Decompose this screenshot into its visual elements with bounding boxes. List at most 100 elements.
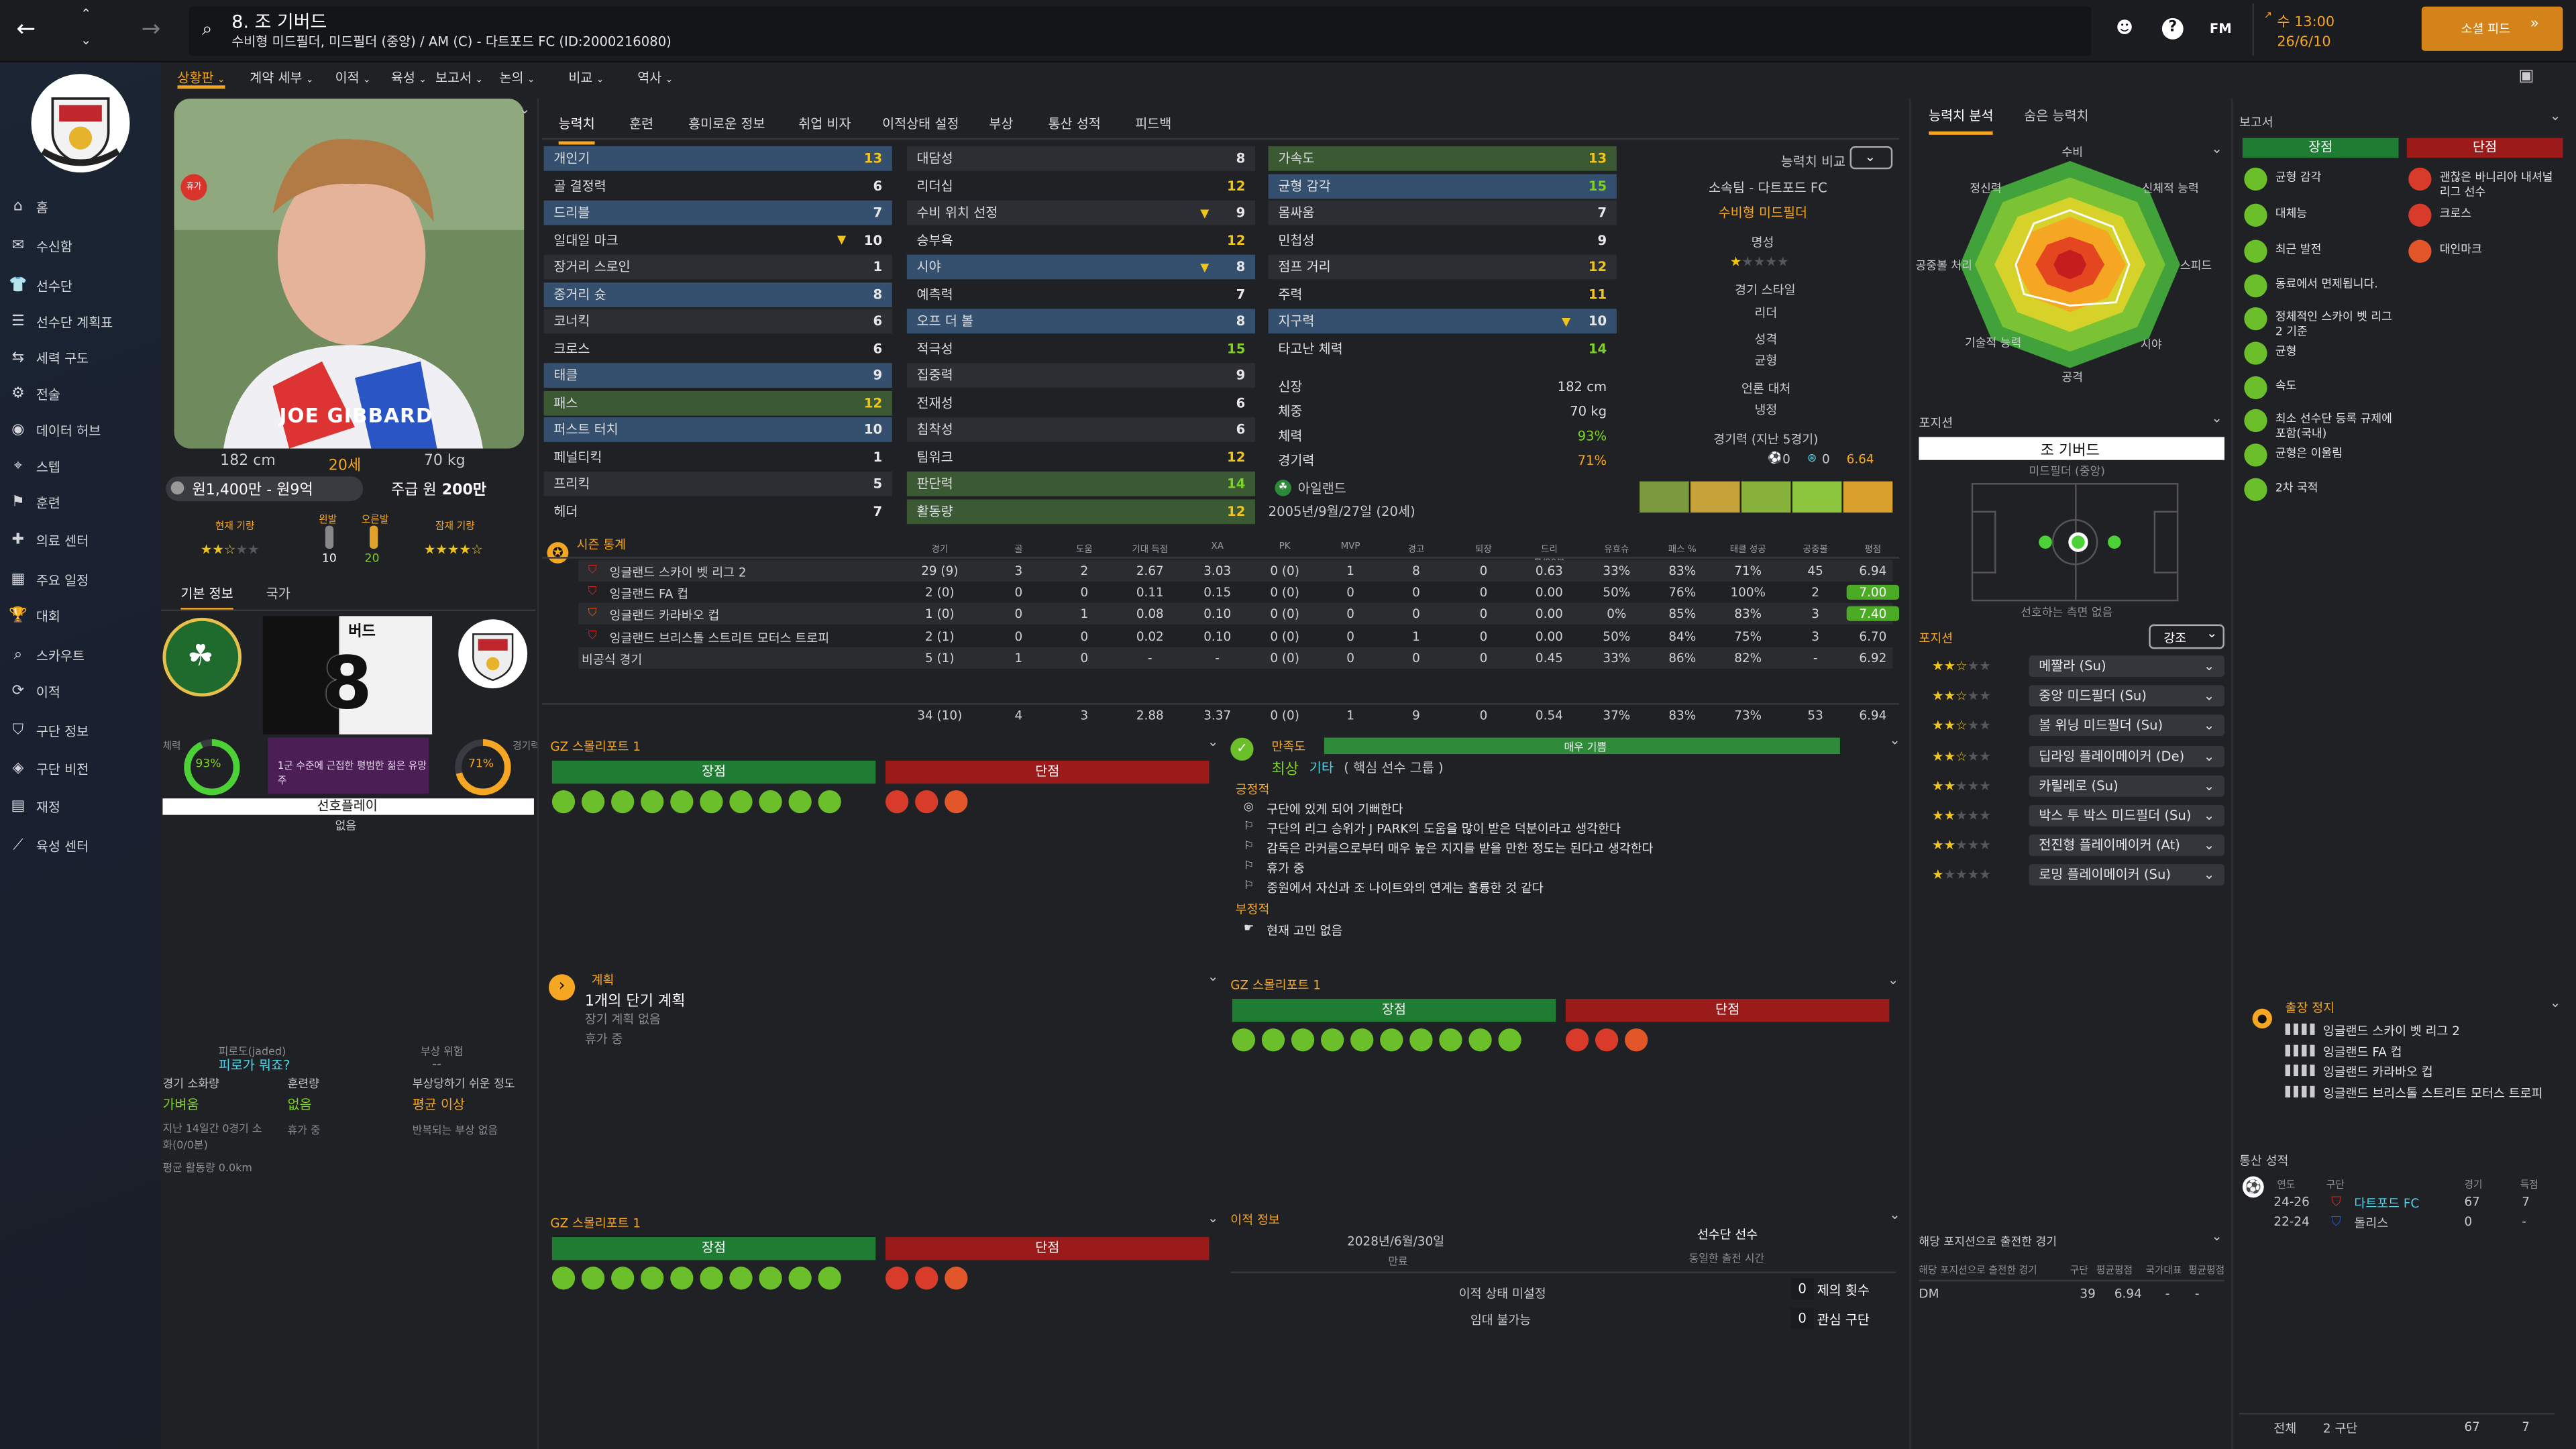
role-dropdown[interactable]: 카릴레로 (Su) ⌄ (2029, 775, 2224, 797)
strength-badge-icon[interactable] (1409, 1028, 1433, 1052)
weakness-badge-icon[interactable] (885, 790, 909, 814)
tab-hidden[interactable]: 숨은 능력치 (2024, 108, 2089, 123)
strength-badge-icon[interactable] (581, 790, 605, 814)
attribute-row[interactable]: 대담성 8 (906, 146, 1256, 171)
strength-badge-icon[interactable] (611, 1267, 635, 1290)
strength-badge-icon[interactable] (700, 1267, 723, 1290)
strength-badge-icon[interactable] (788, 1267, 812, 1290)
down-icon[interactable]: ⌄ (80, 32, 92, 48)
strength-badge-icon[interactable] (1261, 1028, 1285, 1052)
competition-name[interactable]: 잉글랜드 카라바오 컵 (609, 608, 720, 624)
search-icon[interactable]: ⌕ (202, 17, 213, 40)
strength-badge-icon[interactable] (1468, 1028, 1492, 1052)
role-dropdown[interactable]: 중앙 미드필더 (Su) ⌄ (2029, 685, 2224, 707)
weakness-badge-icon[interactable] (1565, 1028, 1589, 1052)
competition-name[interactable]: 잉글랜드 FA 컵 (609, 586, 689, 602)
attribute-row[interactable]: 페널티킥 1 (544, 444, 892, 469)
window-icon[interactable]: ▣ (2518, 67, 2534, 86)
scout-title-2[interactable]: GZ 스몰리포트 1 (1230, 977, 1321, 993)
scout-collapse-icon[interactable]: ⌄ (1208, 1210, 1219, 1226)
strength-badge-icon[interactable] (641, 790, 664, 814)
continue-button[interactable]: 소셜 피드 » (2421, 6, 2563, 51)
stats-header[interactable]: 공중볼 (1803, 545, 1828, 555)
collapse-icon[interactable]: ⌄ (519, 101, 531, 117)
role-dropdown[interactable]: 딥라잉 플레이메이커 (De) ⌄ (2029, 745, 2224, 767)
strength-badge-icon[interactable] (1380, 1028, 1403, 1052)
sidebar-item-17[interactable]: ⟋ 육성 센터 (10, 833, 158, 859)
role-dropdown[interactable]: 볼 위닝 미드필더 (Su) ⌄ (2029, 715, 2224, 737)
strength-badge-icon[interactable] (729, 1267, 753, 1290)
attribute-row[interactable]: 민첩성 9 (1269, 227, 1617, 252)
stats-header[interactable]: 기대 득점 (1132, 545, 1169, 555)
attribute-row[interactable]: 가속도 13 (1268, 146, 1617, 171)
fm-logo[interactable]: FM (2209, 21, 2232, 36)
strength-badge-icon[interactable] (788, 790, 812, 814)
help-icon[interactable]: ? (2161, 17, 2184, 40)
back-icon[interactable]: ← (16, 16, 36, 43)
attribute-row[interactable]: 지구력 ▼ 10 (1268, 309, 1617, 334)
subnav-1[interactable]: 계약 세부 ⌄ (250, 70, 314, 86)
attribute-row[interactable]: 전재성 6 (907, 390, 1255, 415)
form-bar[interactable] (1640, 481, 1689, 513)
attribute-row[interactable]: 승부욕 12 (907, 227, 1255, 252)
weakness-badge-icon[interactable] (945, 1267, 968, 1290)
attribute-row[interactable]: 판단력 14 (906, 471, 1256, 496)
stats-header[interactable]: MVP (1340, 542, 1360, 552)
plans-title[interactable]: 계획 (591, 972, 614, 987)
sidebar-item-1[interactable]: ✉ 수신함 (10, 233, 158, 260)
attribute-row[interactable]: 태클 9 (543, 363, 892, 388)
national-team-crest[interactable]: ☘ (162, 617, 242, 697)
attribute-row[interactable]: 팀워크 12 (907, 444, 1255, 469)
tab-6[interactable]: 통산 성적 (1048, 116, 1101, 131)
attribute-row[interactable]: 수비 위치 선정 ▼ 9 (906, 200, 1256, 225)
competition-name[interactable]: 비공식 경기 (581, 651, 643, 667)
plans-collapse-icon[interactable]: ⌄ (1208, 969, 1219, 984)
strength-badge-icon[interactable] (611, 790, 635, 814)
pos-history-collapse-icon[interactable]: ⌄ (2211, 1228, 2222, 1244)
attribute-row[interactable]: 중거리 슛 8 (543, 282, 892, 307)
stats-header[interactable]: 골 (1014, 545, 1023, 555)
weakness-badge-icon[interactable] (885, 1267, 909, 1290)
stats-header[interactable]: XA (1211, 542, 1224, 552)
form-bar[interactable] (1792, 481, 1842, 513)
stats-header[interactable]: 퇴장 (1475, 545, 1492, 555)
role-dropdown[interactable]: 로밍 플레이메이커 (Su) ⌄ (2029, 865, 2224, 886)
sidebar-item-7[interactable]: ⌖ 스텝 (10, 453, 158, 480)
weakness-badge-icon[interactable] (1625, 1028, 1648, 1052)
sidebar-item-15[interactable]: ◈ 구단 비전 (10, 756, 158, 782)
form-bar[interactable] (1690, 481, 1740, 513)
role-dropdown[interactable]: 전진형 플레이메이커 (At) ⌄ (2029, 835, 2224, 857)
stats-header[interactable]: 경기 (931, 545, 949, 555)
tab-7[interactable]: 피드백 (1135, 116, 1172, 131)
subnav-5[interactable]: 논의 ⌄ (499, 70, 535, 86)
form-bar[interactable] (1741, 481, 1791, 513)
competition-name[interactable]: 잉글랜드 스카이 벳 리그 2 (609, 565, 747, 580)
happiness-title[interactable]: 만족도 (1271, 739, 1306, 755)
club-crest-small[interactable] (457, 614, 529, 694)
forward-icon[interactable]: → (141, 16, 161, 43)
strength-badge-icon[interactable] (581, 1267, 605, 1290)
stats-header[interactable]: 경고 (1407, 545, 1425, 555)
strength-badge-icon[interactable] (670, 1267, 694, 1290)
sidebar-item-14[interactable]: ⛉ 구단 정보 (10, 718, 158, 744)
stats-header[interactable]: 평점 (1864, 545, 1882, 555)
stats-title[interactable]: 시즌 통계 (576, 537, 627, 552)
career-club-1[interactable]: 다트포드 FC (2354, 1195, 2420, 1211)
attribute-row[interactable]: 점프 거리 12 (1268, 254, 1617, 280)
strength-badge-icon[interactable] (1350, 1028, 1374, 1052)
strength-badge-icon[interactable] (551, 790, 576, 814)
strength-badge-icon[interactable] (1232, 1028, 1256, 1052)
tab-3[interactable]: 취업 비자 (798, 116, 851, 131)
stats-header[interactable]: 태클 성공 (1729, 545, 1766, 555)
sidebar-item-3[interactable]: ☰ 선수단 계획표 (10, 309, 158, 335)
sidebar-item-11[interactable]: 🏆 대회 (9, 603, 158, 629)
positions-collapse-icon[interactable]: ⌄ (2211, 411, 2222, 426)
strength-badge-icon[interactable] (1498, 1028, 1521, 1052)
strength-badge-icon[interactable] (818, 1267, 841, 1290)
attribute-row[interactable]: 시야 ▼ 8 (906, 254, 1256, 280)
tab-analysis[interactable]: 능력치 분석 (1929, 107, 1994, 135)
weakness-badge-icon[interactable] (915, 1267, 938, 1290)
role-dropdown[interactable]: 메짤라 (Su) ⌄ (2029, 655, 2224, 677)
stats-header[interactable]: 패스 % (1668, 545, 1697, 555)
suspension-collapse-icon[interactable]: ⌄ (2549, 996, 2561, 1011)
